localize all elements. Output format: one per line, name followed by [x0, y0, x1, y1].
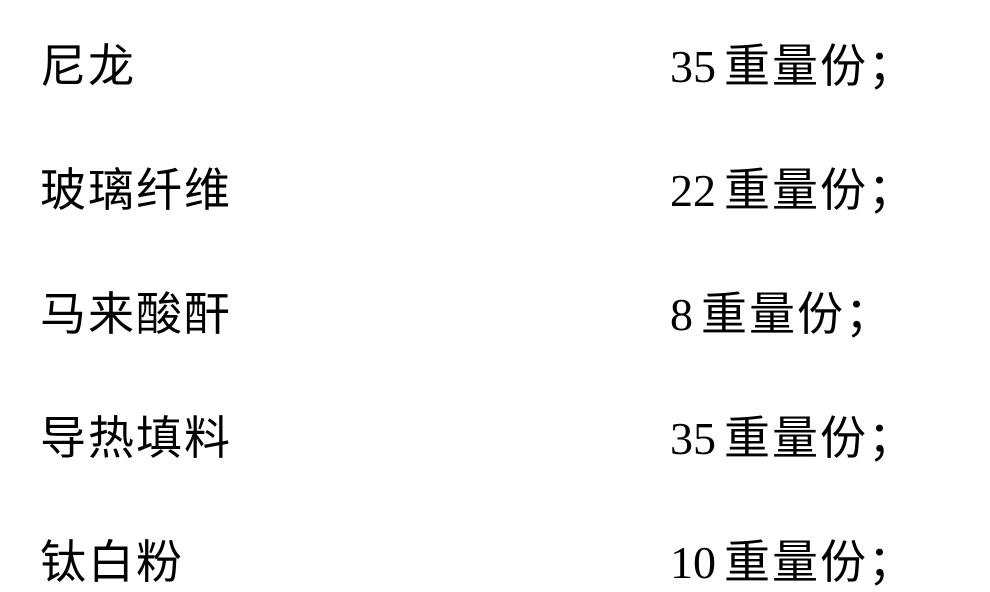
table-row: 马来酸酐 8重量份；	[40, 278, 950, 344]
amount-unit: 重量份；	[724, 537, 916, 588]
ingredient-label: 导热填料	[40, 402, 232, 468]
table-row: 导热填料 35重量份；	[40, 402, 950, 468]
ingredient-value: 22重量份；	[670, 154, 950, 220]
table-row: 钛白粉 10重量份；	[40, 526, 950, 592]
ingredient-label: 马来酸酐	[40, 278, 232, 344]
amount-number: 35	[670, 413, 716, 464]
amount-number: 8	[670, 289, 693, 340]
ingredient-label: 玻璃纤维	[40, 154, 232, 220]
amount-unit: 重量份；	[724, 413, 916, 464]
ingredient-value: 10重量份；	[670, 526, 950, 592]
amount-number: 35	[670, 41, 716, 92]
amount-unit: 重量份；	[724, 165, 916, 216]
ingredient-label: 尼龙	[40, 30, 136, 96]
amount-unit: 重量份；	[724, 41, 916, 92]
ingredient-list: 尼龙 35重量份； 玻璃纤维 22重量份； 马来酸酐 8重量份； 导热填料 35…	[0, 0, 990, 592]
amount-number: 22	[670, 165, 716, 216]
ingredient-value: 35重量份；	[670, 30, 950, 96]
table-row: 尼龙 35重量份；	[40, 30, 950, 96]
table-row: 玻璃纤维 22重量份；	[40, 154, 950, 220]
amount-number: 10	[670, 537, 716, 588]
ingredient-value: 35重量份；	[670, 402, 950, 468]
ingredient-label: 钛白粉	[40, 526, 184, 592]
ingredient-value: 8重量份；	[670, 278, 950, 344]
amount-unit: 重量份；	[701, 289, 893, 340]
